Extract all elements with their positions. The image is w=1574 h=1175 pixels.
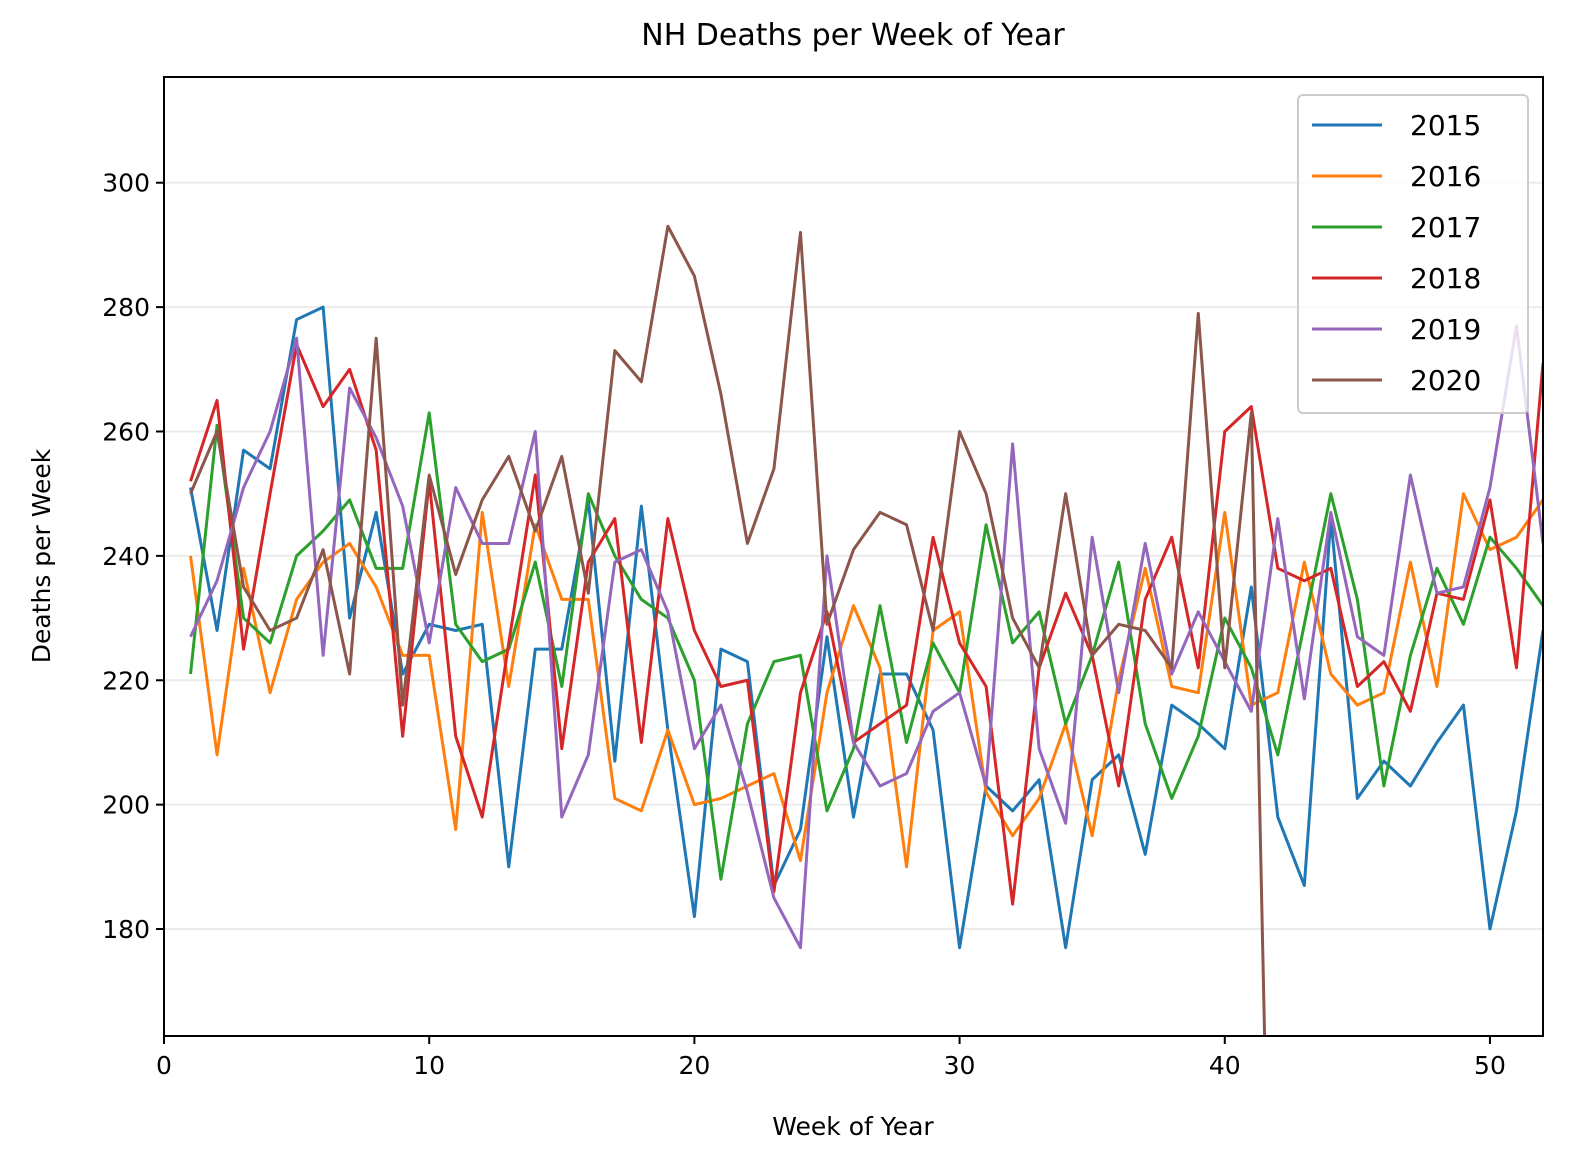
legend-label: 2019: [1410, 313, 1481, 346]
series-line: [189, 342, 1543, 906]
legend: 2015 2016 2017 2018 2019 2020: [1297, 94, 1529, 414]
legend-label: 2017: [1410, 211, 1481, 244]
y-tick-label: 200: [102, 791, 150, 820]
y-tick-label: 260: [102, 417, 150, 446]
x-tick-label: 0: [156, 1051, 172, 1080]
grid: [164, 181, 1543, 931]
x-tick-label: 10: [413, 1051, 445, 1080]
y-tick-label: 280: [102, 293, 150, 322]
plot-lines: [189, 224, 1543, 1036]
x-tick-label: 50: [1474, 1051, 1506, 1080]
x-tick-label: 40: [1209, 1051, 1241, 1080]
series-line: [189, 305, 1543, 950]
y-tick-label: 300: [102, 169, 150, 198]
legend-label: 2018: [1410, 262, 1481, 295]
y-tick-label: 180: [102, 915, 150, 944]
series-line: [189, 324, 1543, 950]
y-tick-label: 240: [102, 542, 150, 571]
chart-title: NH Deaths per Week of Year: [641, 18, 1065, 53]
axes: 180 200 220 240 260 280 300 0 10 20 30 40 50: [102, 169, 1506, 1080]
y-axis-label: Deaths per Week: [27, 448, 56, 663]
series-line: [189, 411, 1543, 881]
y-tick-label: 220: [102, 666, 150, 695]
legend-label: 2016: [1410, 160, 1481, 193]
series-line: [189, 492, 1543, 869]
x-tick-label: 20: [678, 1051, 710, 1080]
x-axis-label: Week of Year: [772, 1112, 934, 1141]
legend-label: 2020: [1410, 364, 1481, 397]
series-line: [189, 224, 1267, 1036]
legend-label: 2015: [1410, 109, 1481, 142]
x-tick-label: 30: [944, 1051, 976, 1080]
